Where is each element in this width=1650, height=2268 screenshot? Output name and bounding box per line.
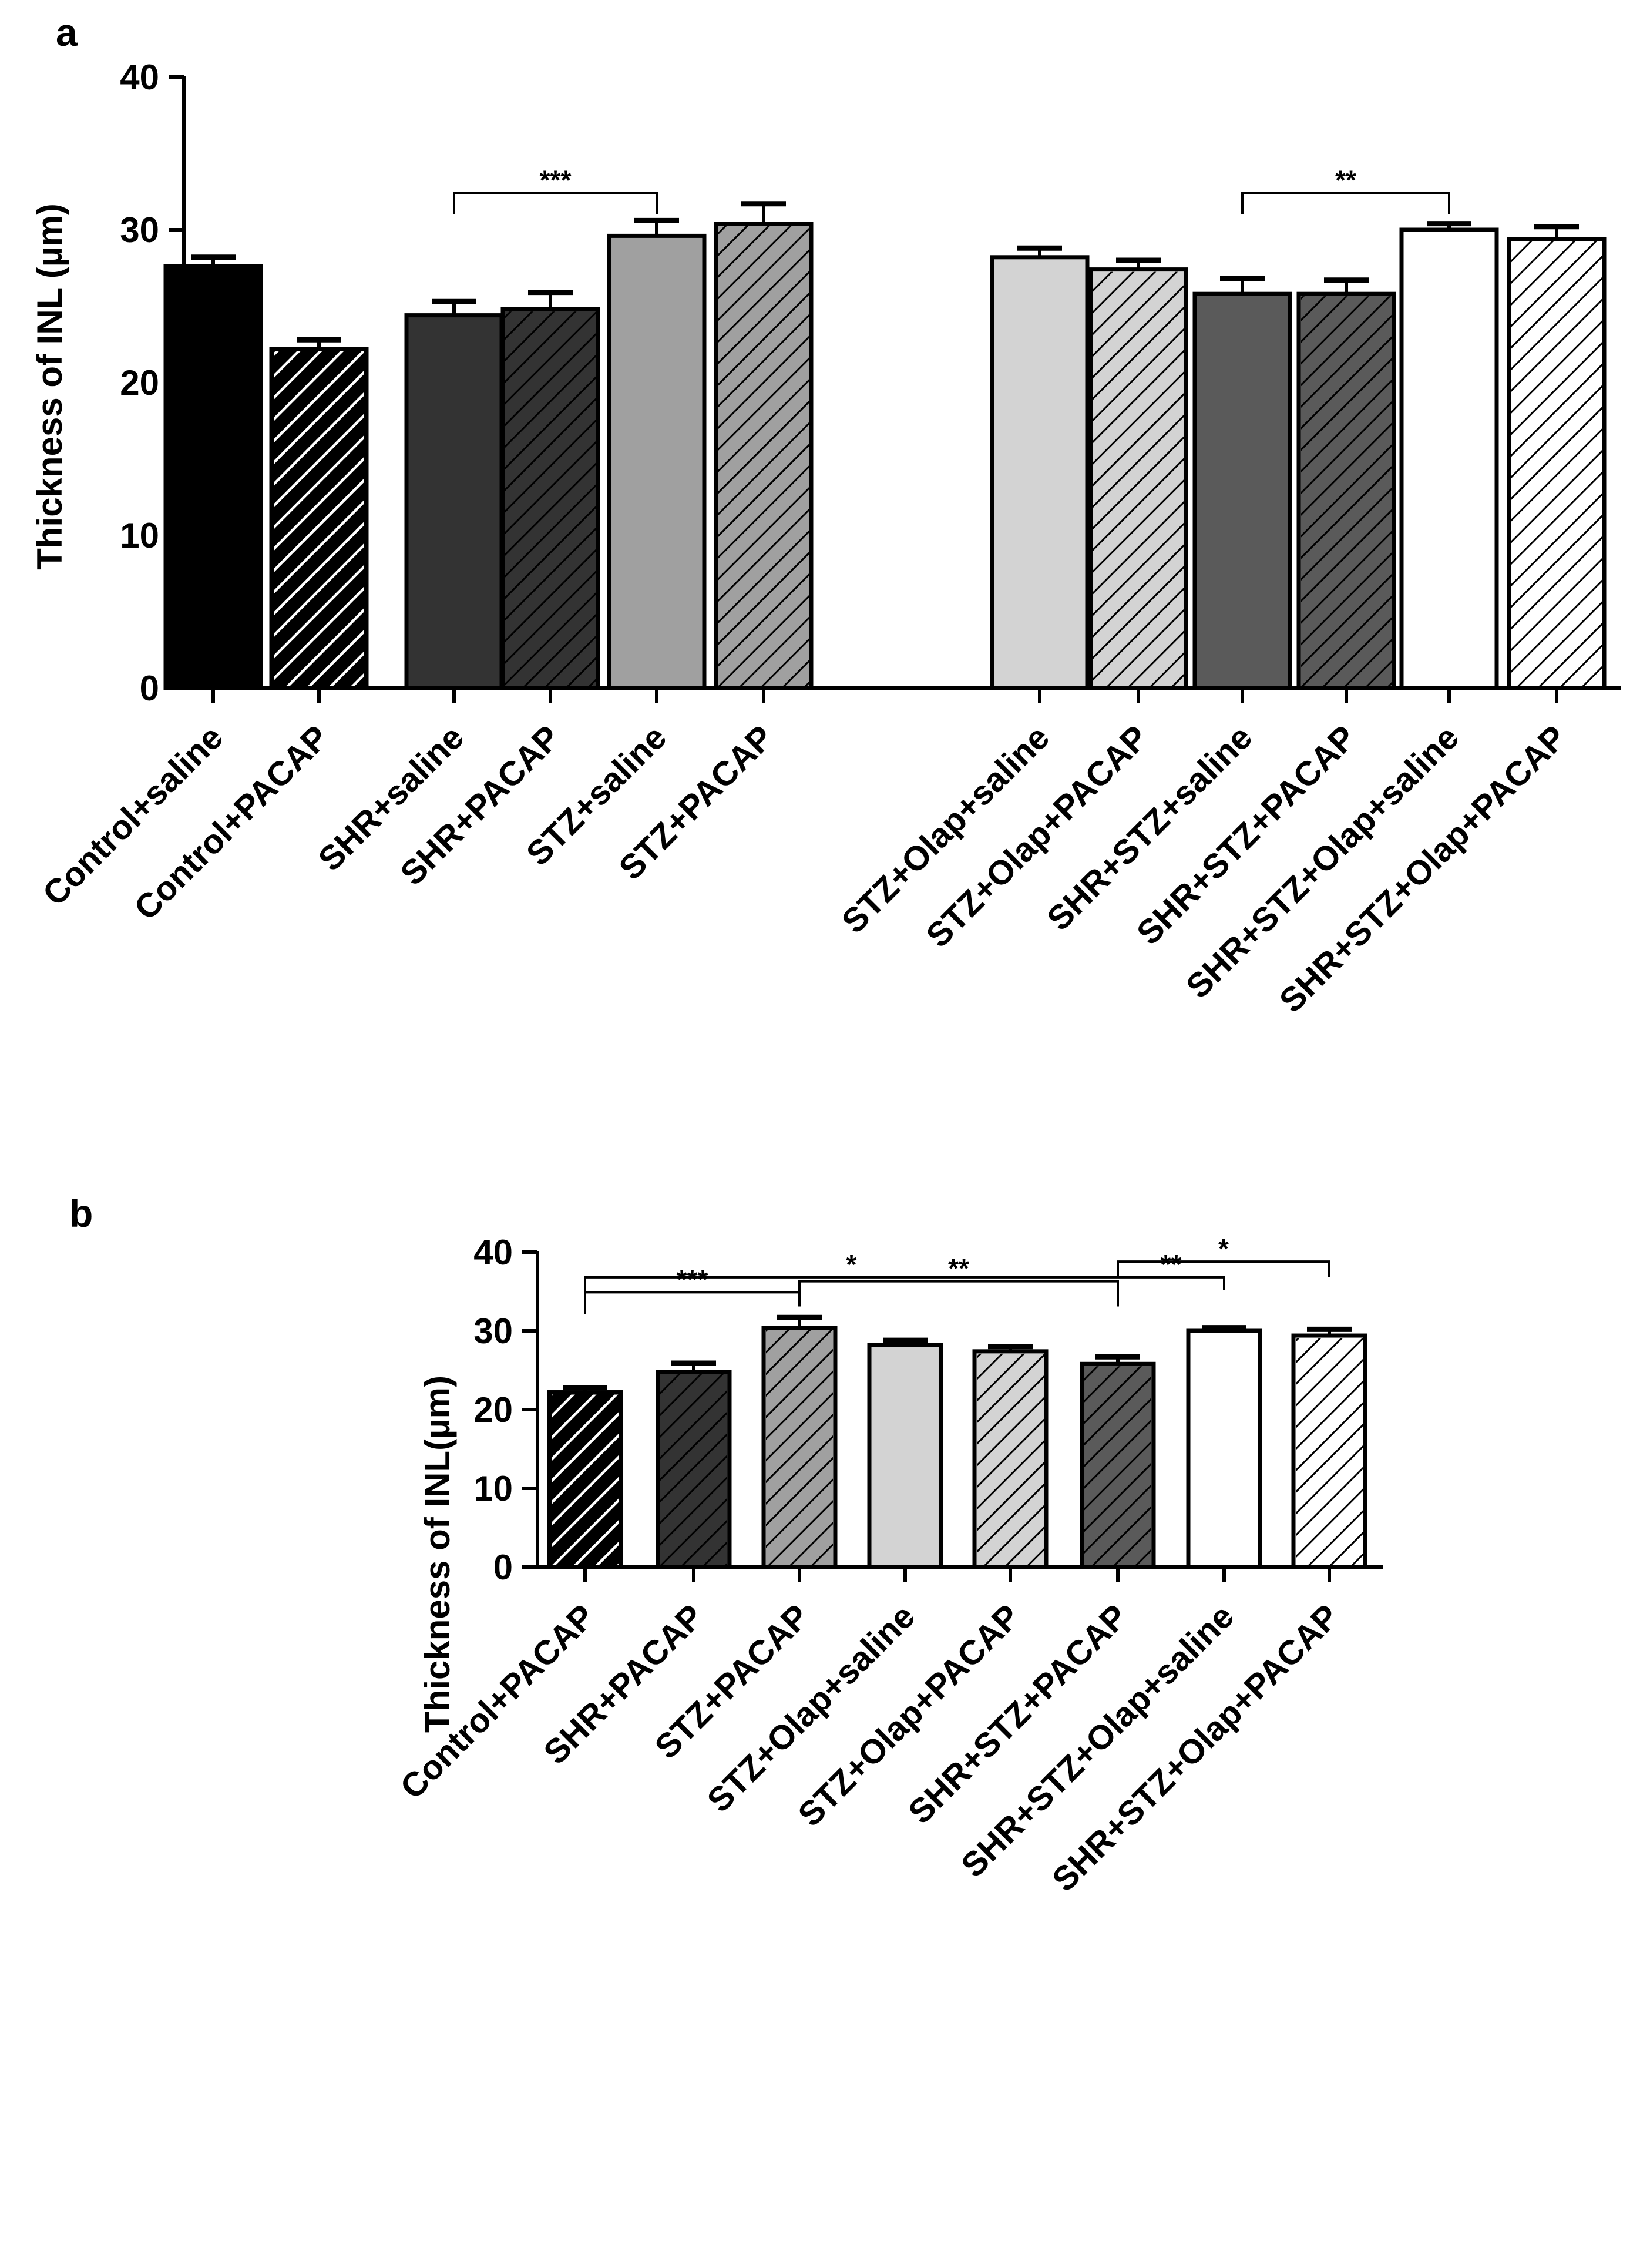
y-tick-label: 10 <box>473 1469 513 1508</box>
bracket-line <box>584 1276 1118 1293</box>
bar-group <box>1186 1325 1262 1569</box>
bar-hatch <box>552 1394 619 1565</box>
bar <box>1186 1328 1262 1569</box>
significance-bracket: ** <box>1241 165 1450 214</box>
bars-b <box>547 1314 1367 1569</box>
significance-bracket: * <box>1117 1233 1330 1277</box>
significance-label: * <box>1218 1233 1229 1264</box>
panel-label-b: b <box>69 1192 93 1235</box>
bar-hatch <box>1296 1338 1363 1565</box>
bar-group <box>500 290 600 690</box>
bar-hatch <box>1084 1366 1151 1565</box>
significance-label: *** <box>677 1264 708 1294</box>
bracket-line <box>584 1291 801 1314</box>
bracket-line <box>1118 1276 1225 1290</box>
bar-hatch <box>505 311 596 686</box>
bar-group <box>1080 1354 1156 1569</box>
y-tick-label: 0 <box>140 669 159 708</box>
bracket-line <box>1117 1260 1330 1277</box>
bar-group <box>1507 224 1607 690</box>
bar <box>867 1343 943 1569</box>
y-tick-label: 40 <box>120 58 159 97</box>
bar <box>990 255 1090 690</box>
significance-bracket: ** <box>798 1253 1119 1307</box>
bar-group <box>656 1360 732 1569</box>
x-tick-labels-a: Control+salineControl+PACAPSHR+salineSHR… <box>35 688 1574 1020</box>
bar <box>404 313 504 690</box>
bar <box>1192 291 1292 690</box>
bar-group <box>1192 276 1292 690</box>
significance-a: *** ** <box>453 165 1450 214</box>
significance-label: * <box>846 1249 857 1280</box>
bar-group <box>714 201 814 690</box>
y-tick-label: 30 <box>473 1311 513 1351</box>
bar-hatch <box>1301 296 1392 686</box>
bar-hatch <box>1093 271 1184 686</box>
x-tick-labels-b: Control+PACAPSHR+PACAPSTZ+PACAPSTZ+Olap+… <box>393 1567 1346 1899</box>
bar <box>163 264 263 690</box>
bar-hatch <box>718 226 809 686</box>
bar-group <box>607 217 707 690</box>
significance-label: *** <box>540 165 572 196</box>
bar-hatch <box>977 1353 1044 1565</box>
y-tick-label: 20 <box>120 363 159 402</box>
bar-group <box>761 1314 838 1569</box>
bar <box>607 233 707 690</box>
bar-group <box>1296 277 1396 690</box>
significance-label: ** <box>948 1253 969 1284</box>
y-axis-label-b: Thickness of INL(µm) <box>418 1375 457 1733</box>
x-tick-label: Control+saline <box>35 718 230 913</box>
bar <box>1399 227 1499 690</box>
bar-group <box>867 1337 943 1569</box>
bar-group <box>1399 221 1499 690</box>
bar-hatch <box>660 1374 727 1565</box>
bar-group <box>269 337 369 690</box>
bar-group <box>990 245 1090 690</box>
panel-label-a: a <box>56 11 78 54</box>
bracket-line <box>798 1280 1119 1307</box>
significance-label: ** <box>1161 1249 1182 1280</box>
y-tick-label: 40 <box>473 1233 513 1272</box>
bar-group <box>1088 257 1188 690</box>
bar-hatch <box>1511 241 1602 686</box>
significance-bracket: *** <box>453 165 658 214</box>
y-tick-label: 10 <box>120 516 159 555</box>
x-tick-label: Control+PACAP <box>127 718 336 927</box>
significance-bracket: ** <box>1118 1249 1225 1290</box>
significance-bracket: *** <box>584 1264 801 1314</box>
significance-label: ** <box>1335 165 1356 196</box>
y-axis-label-a: Thickness of INL (µm) <box>30 203 69 570</box>
bar-group <box>404 298 504 690</box>
bracket-line <box>1241 192 1450 214</box>
bar-hatch <box>766 1330 833 1565</box>
bracket-line <box>453 192 658 214</box>
y-tick-label: 20 <box>473 1390 513 1430</box>
bar-group <box>163 254 263 690</box>
y-tick-label: 30 <box>120 210 159 250</box>
bar-group <box>547 1384 623 1569</box>
bar-group <box>1291 1326 1367 1569</box>
bar-group <box>972 1344 1049 1569</box>
bars-a <box>163 201 1607 690</box>
significance-b: ***** ** ** <box>584 1233 1330 1314</box>
y-tick-label: 0 <box>493 1548 513 1587</box>
significance-bracket: * <box>584 1249 1118 1293</box>
bar-hatch <box>274 351 364 686</box>
